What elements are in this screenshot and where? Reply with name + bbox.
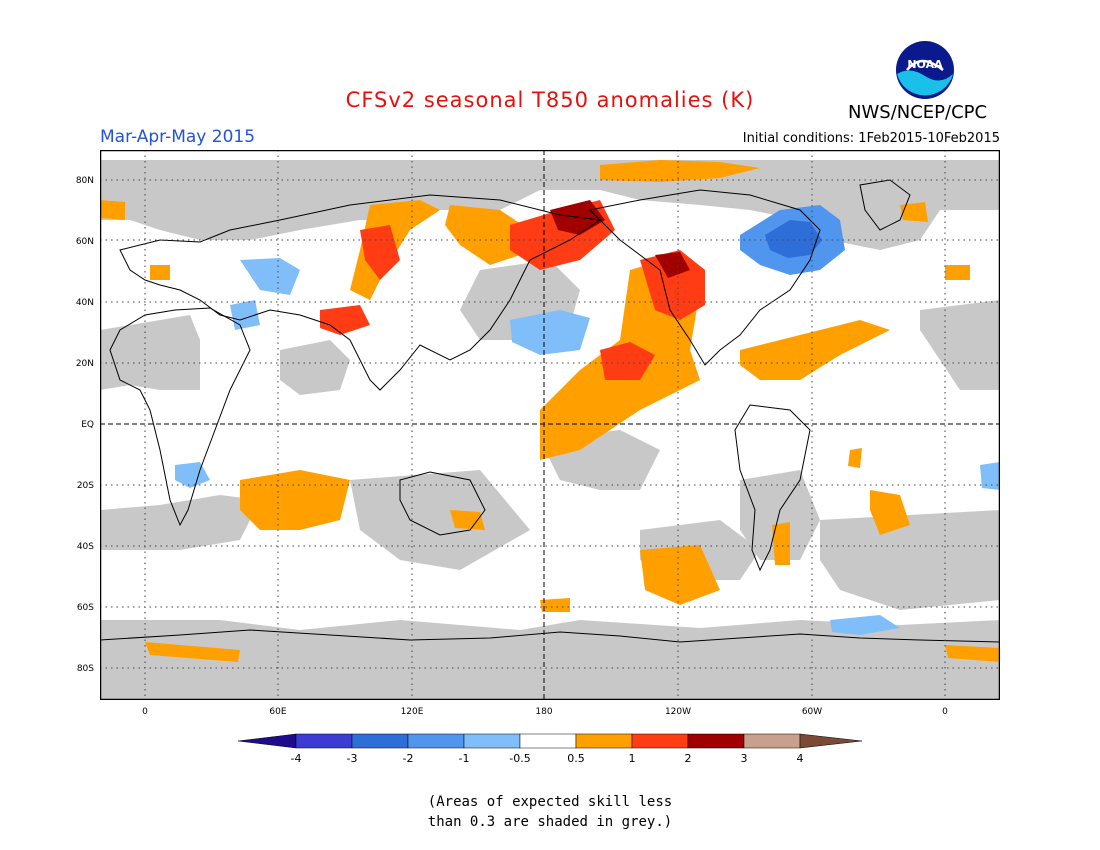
colorbar-swatch: [519, 733, 577, 749]
lat-label: 60S: [77, 603, 94, 613]
negative-anomalies: [175, 205, 1000, 635]
lon-label: 60E: [269, 707, 286, 717]
lat-label: 80S: [77, 664, 94, 674]
lat-label: 60N: [76, 237, 94, 247]
colorbar-swatch: [463, 733, 521, 749]
noaa-logo-icon: NOAA: [896, 41, 954, 99]
initial-conditions-label: Initial conditions: 1Feb2015-10Feb2015: [742, 131, 1000, 146]
lat-label: 40N: [76, 298, 94, 308]
low-skill-shading: [100, 160, 1000, 700]
colorbar-swatch: [743, 733, 801, 749]
lon-label: 60W: [802, 707, 822, 717]
lon-label: 0: [942, 707, 948, 717]
colorbar-label: 2: [685, 752, 692, 765]
map-title: CFSv2 seasonal T850 anomalies (K): [345, 88, 755, 112]
colorbar-swatch: [799, 733, 862, 749]
colorbar-swatch: [407, 733, 465, 749]
colorbar-swatch: [238, 733, 297, 749]
colorbar-label: -4: [291, 752, 302, 765]
lat-label: 80N: [76, 176, 94, 186]
skill-note: (Areas of expected skill less than 0.3 a…: [0, 792, 1100, 832]
longitude-axis: 0 60E 120E 180 120W 60W 0: [142, 707, 948, 717]
anomaly-map: [100, 150, 1000, 700]
season-label: Mar-Apr-May 2015: [100, 127, 256, 147]
agency-label: NWS/NCEP/CPC: [848, 102, 988, 123]
map-frame: [100, 150, 1000, 700]
lon-label: 120W: [665, 707, 691, 717]
colorbar-label: -0.5: [509, 752, 530, 765]
lon-label: 0: [142, 707, 148, 717]
lat-label: 20S: [77, 481, 94, 491]
lon-label: 120E: [401, 707, 424, 717]
colorbar-label: 4: [797, 752, 804, 765]
latitude-axis: 80N 60N 40N 20N EQ 20S 40S 60S 80S: [76, 176, 94, 674]
lon-label: 180: [535, 707, 552, 717]
logo-text: NOAA: [907, 58, 943, 71]
lat-label: EQ: [81, 420, 94, 430]
colorbar-swatch: [295, 733, 353, 749]
lat-label: 40S: [77, 542, 94, 552]
colorbar-label: 0.5: [567, 752, 585, 765]
colorbar-label: -1: [459, 752, 470, 765]
colorbar-swatch: [687, 733, 745, 749]
colorbar-label: 3: [741, 752, 748, 765]
colorbar-swatch: [351, 733, 409, 749]
skill-note-line: than 0.3 are shaded in grey.): [427, 814, 673, 830]
colorbar-swatch: [631, 733, 689, 749]
lat-label: 20N: [76, 359, 94, 369]
colorbar-label: -3: [347, 752, 358, 765]
colorbar-swatch: [575, 733, 633, 749]
graticule: [100, 150, 1000, 700]
skill-note-line: (Areas of expected skill less: [427, 794, 673, 810]
coastlines: [100, 179, 1000, 643]
colorbar-label: -2: [403, 752, 414, 765]
colorbar-label: 1: [629, 752, 636, 765]
colorbar: -4 -3 -2 -1 -0.5 0.5 1 2 3 4: [238, 733, 862, 765]
